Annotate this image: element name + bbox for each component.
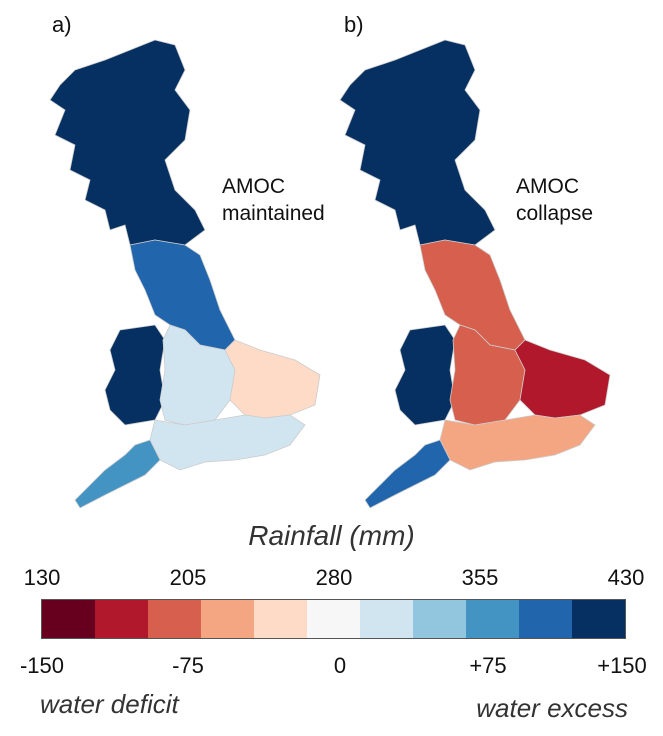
- annotation-amoc-collapse: AMOC collapse: [516, 173, 593, 227]
- colorbar-cell: [42, 600, 95, 638]
- water-deficit-caption: water deficit: [40, 689, 179, 719]
- colorbar-bottom-tick: -75: [172, 653, 204, 678]
- colorbar-top-tick: 130: [23, 565, 61, 590]
- colorbar-top-tick: 355: [461, 565, 499, 590]
- colorbar-bottom-tick: +75: [469, 653, 507, 678]
- colorbar-bottom-tick: +150: [597, 653, 647, 678]
- east-anglia-region: [514, 339, 611, 419]
- great-britain-outline-b: [339, 39, 611, 509]
- annotation-amoc-maintained: AMOC maintained: [222, 173, 325, 227]
- colorbar-cell: [413, 600, 466, 638]
- colorbar-cell: [360, 600, 413, 638]
- southwest-region: [74, 439, 161, 509]
- wales-region: [394, 324, 456, 426]
- annotation-a-line1: AMOC: [222, 175, 285, 198]
- water-excess-caption: water excess: [476, 693, 628, 723]
- annotation-b-line2: collapse: [516, 202, 594, 225]
- colorbar-cell: [307, 600, 360, 638]
- colorbar-cell: [254, 600, 307, 638]
- scotland-region: [49, 39, 206, 246]
- colorbar-top-tick: 205: [169, 565, 207, 590]
- annotation-b-line1: AMOC: [516, 175, 579, 198]
- southwest-region: [364, 439, 451, 509]
- colorbar-cell: [466, 600, 519, 638]
- colorbar-title: Rainfall (mm): [248, 520, 415, 551]
- colorbar-cell: [148, 600, 201, 638]
- colorbar-top-tick: 280: [315, 565, 353, 590]
- map-amoc-collapse: [339, 39, 611, 509]
- colorbar-cell: [201, 600, 254, 638]
- wales-region: [104, 324, 166, 426]
- colorbar-cell: [519, 600, 572, 638]
- colorbar-top-tick: 430: [607, 565, 645, 590]
- panel-a-label: a): [52, 12, 72, 37]
- colorbar: [41, 599, 626, 639]
- great-britain-outline-a: [49, 39, 321, 509]
- colorbar-cell: [572, 600, 625, 638]
- south-england-region: [149, 414, 306, 471]
- map-amoc-maintained: [49, 39, 321, 509]
- colorbar-cell: [95, 600, 148, 638]
- east-anglia-region: [224, 339, 321, 419]
- south-england-region: [439, 414, 596, 471]
- annotation-a-line2: maintained: [222, 202, 325, 225]
- scotland-region: [339, 39, 496, 246]
- panel-b-label: b): [344, 12, 364, 37]
- colorbar-bottom-tick: 0: [333, 653, 347, 678]
- colorbar-bottom-tick: -150: [19, 653, 65, 678]
